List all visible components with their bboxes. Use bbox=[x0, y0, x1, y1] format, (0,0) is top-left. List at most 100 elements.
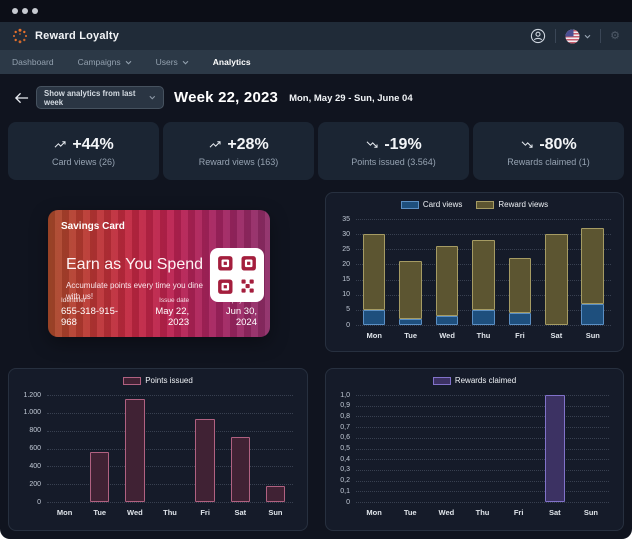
gear-icon[interactable]: ⚙ bbox=[610, 31, 620, 42]
legend-label: Rewards claimed bbox=[455, 376, 516, 385]
gridline bbox=[47, 449, 293, 450]
legend-item-reward-views[interactable]: Reward views bbox=[476, 200, 548, 209]
stat-card-reward-views: +28% Reward views (163) bbox=[163, 122, 314, 180]
y-tick-label: 0 bbox=[326, 321, 350, 330]
bar-reward-views-thu bbox=[472, 240, 495, 310]
legend-item-rewards-claimed[interactable]: Rewards claimed bbox=[433, 376, 516, 385]
y-tick-label: 0,3 bbox=[326, 465, 350, 474]
gridline bbox=[47, 484, 293, 485]
stats-row: +44% Card views (26) +28% Reward views (… bbox=[8, 122, 624, 180]
y-tick-label: 0,2 bbox=[326, 476, 350, 485]
nav-item-users[interactable]: Users bbox=[156, 57, 189, 67]
gridline bbox=[356, 491, 609, 492]
header-divider bbox=[600, 29, 601, 43]
y-tick-label: 1.200 bbox=[9, 391, 41, 400]
bar-card-views-thu bbox=[472, 310, 495, 325]
chart-legend: Rewards claimed bbox=[326, 376, 623, 385]
stat-card-points-issued: -19% Points issued (3.564) bbox=[318, 122, 469, 180]
gridline bbox=[356, 459, 609, 460]
y-tick-label: 1.000 bbox=[9, 408, 41, 417]
bar-reward-views-sun bbox=[581, 228, 604, 304]
card-identifier: Identifier 655-318-915-968 bbox=[61, 297, 133, 328]
bar-reward-views-mon bbox=[363, 234, 386, 310]
language-selector[interactable] bbox=[565, 29, 591, 44]
y-tick-label: 20 bbox=[326, 260, 350, 269]
expiry-date-label: Expiry date bbox=[203, 297, 257, 304]
arrow-left-icon bbox=[14, 92, 29, 104]
bar-reward-views-fri bbox=[509, 258, 532, 313]
gridline bbox=[356, 449, 609, 450]
x-tick-label: Tue bbox=[82, 508, 117, 517]
x-tick-label: Sun bbox=[575, 331, 611, 340]
y-tick-label: 0 bbox=[9, 498, 41, 507]
bar-rewards-claimed-sat bbox=[545, 395, 565, 502]
legend-swatch bbox=[123, 377, 141, 385]
legend-item-points-issued[interactable]: Points issued bbox=[123, 376, 193, 385]
week-filter-dropdown[interactable]: Show analytics from last week bbox=[36, 86, 164, 109]
card-reward-views-chart: Card viewsReward views05101520253035MonT… bbox=[325, 192, 624, 352]
stat-percent: -80% bbox=[539, 136, 576, 154]
nav-label: Dashboard bbox=[12, 57, 54, 67]
x-tick-label: Tue bbox=[392, 331, 428, 340]
bar-reward-views-sat bbox=[545, 234, 568, 325]
trending-down-icon bbox=[520, 139, 534, 150]
bar-points-issued-fri bbox=[195, 419, 214, 502]
back-button[interactable] bbox=[10, 87, 32, 109]
x-tick-label: Thu bbox=[152, 508, 187, 517]
y-tick-label: 0,9 bbox=[326, 401, 350, 410]
main-nav: Dashboard Campaigns Users Analytics bbox=[0, 50, 632, 74]
app-window: Reward Loyalty bbox=[0, 0, 632, 539]
bar-reward-views-tue bbox=[399, 261, 422, 319]
legend-label: Card views bbox=[423, 200, 463, 209]
app-title: Reward Loyalty bbox=[35, 30, 119, 42]
x-tick-label: Sun bbox=[258, 508, 293, 517]
nav-label: Campaigns bbox=[78, 57, 121, 67]
bar-card-views-tue bbox=[399, 319, 422, 325]
y-tick-label: 0,6 bbox=[326, 433, 350, 442]
dropdown-label: Show analytics from last week bbox=[44, 89, 149, 107]
x-tick-label: Sat bbox=[538, 331, 574, 340]
account-icon[interactable] bbox=[530, 28, 546, 44]
legend-swatch bbox=[401, 201, 419, 209]
bar-points-issued-sat bbox=[231, 437, 250, 502]
window-dot-icon[interactable] bbox=[32, 8, 38, 14]
gridline bbox=[356, 470, 609, 471]
y-tick-label: 1,0 bbox=[326, 391, 350, 400]
stat-label: Reward views (163) bbox=[199, 157, 279, 167]
trending-up-icon bbox=[53, 139, 67, 150]
nav-item-campaigns[interactable]: Campaigns bbox=[78, 57, 132, 67]
window-dot-icon[interactable] bbox=[22, 8, 28, 14]
stat-label: Rewards claimed (1) bbox=[507, 157, 590, 167]
y-tick-label: 0,8 bbox=[326, 412, 350, 421]
y-tick-label: 200 bbox=[9, 480, 41, 489]
chevron-down-icon bbox=[149, 95, 156, 100]
x-tick-label: Sun bbox=[573, 508, 609, 517]
y-tick-label: 10 bbox=[326, 290, 350, 299]
y-tick-label: 0,1 bbox=[326, 487, 350, 496]
legend-label: Reward views bbox=[498, 200, 548, 209]
bar-reward-views-wed bbox=[436, 246, 459, 316]
x-tick-label: Tue bbox=[392, 508, 428, 517]
gridline bbox=[356, 481, 609, 482]
gridline bbox=[356, 406, 609, 407]
bar-card-views-fri bbox=[509, 313, 532, 325]
bar-card-views-wed bbox=[436, 316, 459, 325]
window-dot-icon[interactable] bbox=[12, 8, 18, 14]
nav-item-analytics[interactable]: Analytics bbox=[213, 57, 251, 67]
gridline bbox=[356, 325, 611, 326]
x-tick-label: Wed bbox=[117, 508, 152, 517]
gridline bbox=[47, 431, 293, 432]
chart-legend: Card views Reward views bbox=[326, 200, 623, 209]
y-tick-label: 5 bbox=[326, 305, 350, 314]
window-controls[interactable] bbox=[12, 8, 38, 14]
legend-item-card-views[interactable]: Card views bbox=[401, 200, 463, 209]
legend-swatch bbox=[433, 377, 451, 385]
gridline bbox=[47, 502, 293, 503]
bar-points-issued-sun bbox=[266, 486, 285, 502]
savings-card-title: Savings Card bbox=[61, 221, 125, 232]
nav-label: Analytics bbox=[213, 57, 251, 67]
y-tick-label: 600 bbox=[9, 444, 41, 453]
x-tick-label: Fri bbox=[188, 508, 223, 517]
nav-item-dashboard[interactable]: Dashboard bbox=[12, 57, 54, 67]
identifier-label: Identifier bbox=[61, 297, 133, 304]
